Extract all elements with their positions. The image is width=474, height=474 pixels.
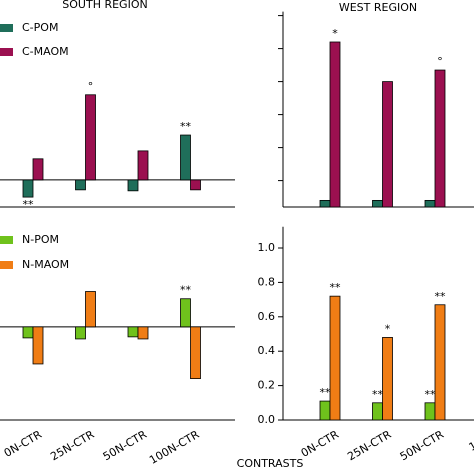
bar [424, 199, 436, 208]
bar [329, 41, 341, 208]
legend-label: N-MAOM [22, 258, 69, 271]
significance-label: ° [437, 55, 443, 68]
significance-label: ** [23, 198, 35, 211]
panel-title: SOUTH REGION [62, 0, 147, 11]
bar [424, 402, 436, 421]
bar [180, 134, 191, 181]
significance-label: ** [320, 386, 332, 399]
bar [127, 326, 139, 338]
bar [319, 400, 331, 421]
bar [329, 295, 341, 421]
bar [85, 291, 96, 328]
x-tick-label: 25N-CTR [48, 428, 97, 464]
bar [137, 326, 149, 340]
y-tick-label: 0.8 [258, 275, 276, 288]
legend-label: C-POM [22, 21, 58, 34]
bar [32, 326, 44, 365]
x-tick-label: 0N-CTR [2, 428, 45, 460]
bar [434, 304, 446, 421]
significance-label: ** [180, 284, 192, 297]
x-tick-label: 50N-CTR [101, 428, 150, 464]
bar [127, 179, 139, 192]
x-tick-label: 100N-CTR [147, 428, 202, 467]
bar [137, 150, 149, 181]
significance-label: ** [425, 388, 437, 401]
significance-label: ** [435, 290, 447, 303]
bar [85, 94, 96, 181]
bar [190, 179, 201, 191]
bar [75, 179, 86, 191]
significance-label: ** [330, 281, 342, 294]
significance-label: ** [372, 388, 384, 401]
legend-label: N-POM [22, 233, 59, 246]
y-tick-label: 0.2 [258, 379, 276, 392]
significance-label: ° [88, 80, 94, 93]
x-tick-label: 25N-CTR [345, 428, 394, 464]
bar [180, 298, 191, 328]
x-tick-label: 100N [467, 428, 474, 454]
y-tick-label: 1.0 [258, 241, 276, 254]
bar [372, 199, 383, 208]
bar [382, 81, 393, 208]
legend-swatch [0, 261, 13, 269]
bar [22, 179, 34, 198]
legend-swatch [0, 48, 13, 56]
bar [382, 337, 393, 421]
bar [22, 326, 34, 339]
bar [32, 158, 44, 181]
x-tick-label: 50N-CTR [398, 428, 447, 464]
legend-swatch [0, 24, 13, 32]
bar [372, 402, 383, 421]
y-tick-label: 0.4 [258, 344, 276, 357]
bar [319, 199, 331, 208]
bar [190, 326, 201, 380]
significance-label: ** [180, 120, 192, 133]
significance-label: * [332, 27, 338, 40]
x-tick-label: 0N-CTR [299, 428, 342, 460]
x-axis-label: CONTRASTS [237, 457, 304, 470]
y-tick-label: 0.0 [258, 413, 276, 426]
significance-label: * [385, 322, 391, 335]
legend-swatch [0, 236, 13, 244]
y-tick-label: 0.6 [258, 310, 276, 323]
bar [434, 69, 446, 208]
bar [75, 326, 86, 340]
legend-label: C-MAOM [22, 45, 69, 58]
panel-title: WEST REGION [339, 1, 417, 14]
